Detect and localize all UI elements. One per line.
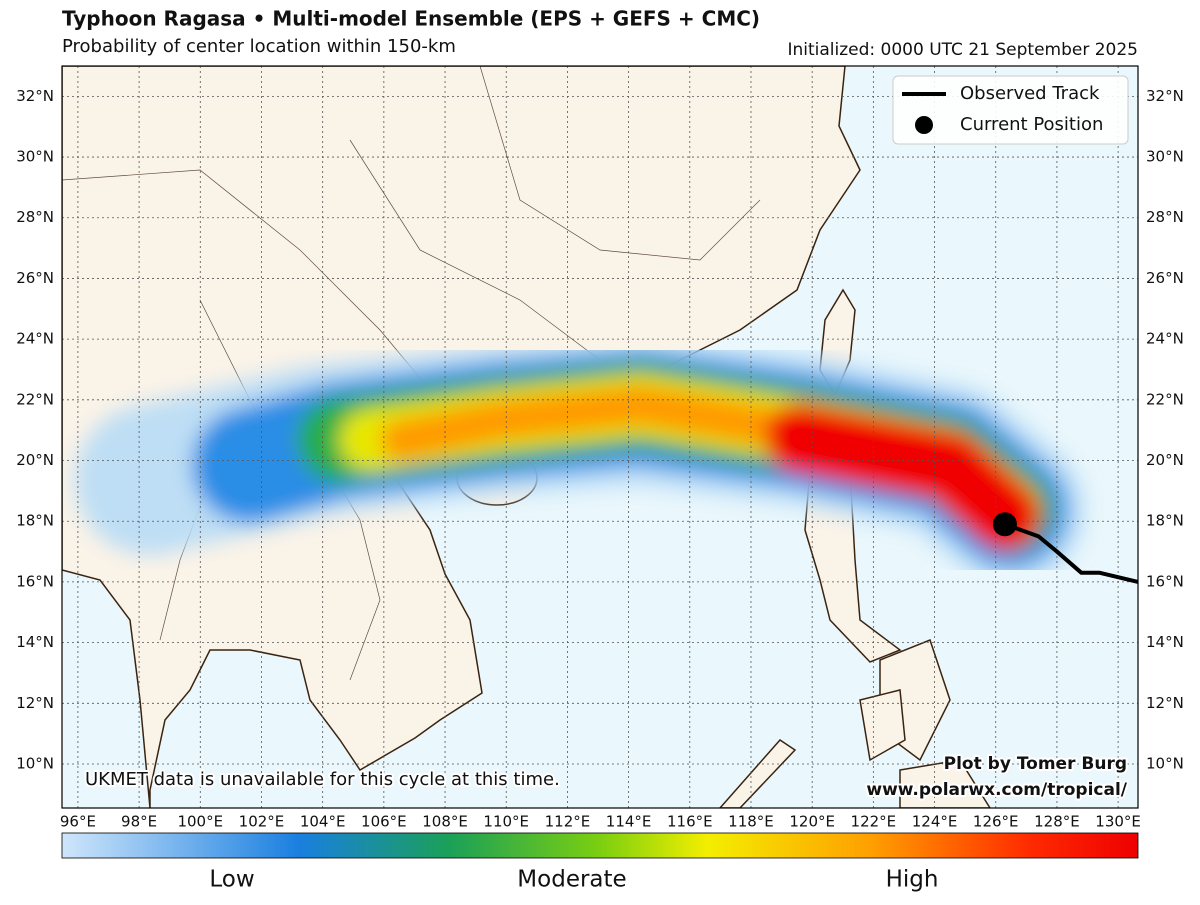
legend: Observed Track Current Position — [892, 75, 1129, 145]
map-frame — [61, 65, 1139, 809]
y-tick-label: 28°N — [16, 208, 54, 226]
website: www.polarwx.com/tropical/ — [866, 780, 1127, 800]
map-area — [62, 66, 1138, 808]
y-tick-label: 16°N — [1146, 572, 1184, 590]
credit: Plot by Tomer Burg — [944, 754, 1127, 774]
y-tick-label: 20°N — [16, 451, 54, 469]
x-tick-label: 114°E — [606, 813, 652, 831]
x-tick-label: 126°E — [973, 813, 1019, 831]
y-tick-label: 12°N — [16, 694, 54, 712]
border — [479, 66, 761, 261]
x-tick-label: 118°E — [728, 813, 774, 831]
y-tick-label: 26°N — [1146, 269, 1184, 287]
track-layer — [992, 512, 1138, 584]
y-tick-label: 10°N — [16, 754, 54, 772]
y-tick-label: 22°N — [16, 390, 54, 408]
palawan — [718, 739, 797, 808]
probability-swath — [75, 335, 1085, 585]
subtitle: Probability of center location within 15… — [62, 36, 456, 57]
colorbar-label: Moderate — [517, 867, 626, 893]
y-tick-label: 18°N — [1146, 512, 1184, 530]
x-tick-label: 104°E — [300, 813, 346, 831]
y-tick-label: 16°N — [16, 572, 54, 590]
x-tick-label: 108°E — [422, 813, 468, 831]
y-tick-label: 10°N — [1146, 754, 1184, 772]
x-tick-label: 124°E — [912, 813, 958, 831]
notice: UKMET data is unavailable for this cycle… — [85, 769, 560, 790]
colorbar-label: High — [886, 867, 939, 893]
y-tick-label: 20°N — [1146, 451, 1184, 469]
title: Typhoon Ragasa • Multi-model Ensemble (E… — [62, 7, 760, 31]
border — [349, 139, 601, 361]
x-tick-label: 98°E — [121, 813, 157, 831]
x-tick-label: 96°E — [60, 813, 96, 831]
x-tick-label: 130°E — [1095, 813, 1141, 831]
x-tick-label: 128°E — [1034, 813, 1080, 831]
observed-track — [1004, 522, 1138, 584]
legend-label: Current Position — [960, 114, 1103, 135]
legend-label: Observed Track — [960, 83, 1100, 104]
y-tick-label: 30°N — [1146, 148, 1184, 166]
y-tick-label: 18°N — [16, 512, 54, 530]
x-tick-label: 110°E — [483, 813, 529, 831]
swath-red — [765, 403, 1040, 550]
colorbar — [61, 832, 1139, 859]
legend-box — [892, 75, 1129, 145]
tick-labels: 96°E 98°E 100°E 102°E 104°E 106°E 108°E 110°E 11… — [16, 87, 1184, 831]
y-tick-label: 30°N — [16, 148, 54, 166]
x-tick-label: 102°E — [239, 813, 285, 831]
init-time: Initialized: 0000 UTC 21 September 2025 — [787, 40, 1138, 60]
y-tick-label: 26°N — [16, 269, 54, 287]
x-tick-label: 112°E — [545, 813, 591, 831]
current-position — [992, 512, 1017, 537]
x-tick-label: 106°E — [361, 813, 407, 831]
y-tick-label: 24°N — [16, 330, 54, 348]
y-tick-label: 32°N — [16, 87, 54, 105]
y-tick-label: 14°N — [1146, 633, 1184, 651]
y-tick-label: 24°N — [1146, 330, 1184, 348]
mindanao — [899, 759, 991, 808]
x-tick-label: 122°E — [851, 813, 897, 831]
y-tick-label: 28°N — [1146, 208, 1184, 226]
x-tick-label: 100°E — [177, 813, 223, 831]
y-tick-label: 32°N — [1146, 87, 1184, 105]
legend-dot — [915, 116, 933, 134]
x-tick-label: 120°E — [789, 813, 835, 831]
x-tick-label: 116°E — [667, 813, 713, 831]
grid — [62, 66, 1138, 808]
y-tick-label: 22°N — [1146, 390, 1184, 408]
y-tick-label: 12°N — [1146, 694, 1184, 712]
y-tick-label: 14°N — [16, 633, 54, 651]
colorbar-label: Low — [209, 867, 254, 893]
island — [859, 689, 906, 762]
